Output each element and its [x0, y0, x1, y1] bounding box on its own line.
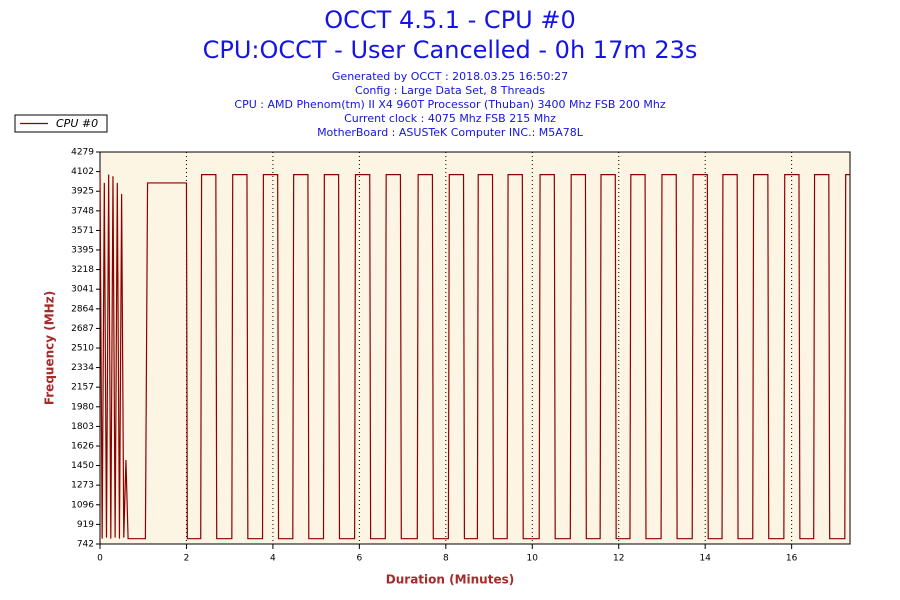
x-tick-label: 14 — [699, 554, 711, 564]
y-tick-label: 1273 — [71, 481, 94, 491]
y-tick-label: 1450 — [71, 461, 94, 471]
y-tick-label: 2334 — [71, 363, 94, 373]
x-axis-label: Duration (Minutes) — [386, 573, 514, 587]
info-line: CPU : AMD Phenom(tm) II X4 960T Processo… — [234, 98, 665, 111]
chart-subtitle: CPU:OCCT - User Cancelled - 0h 17m 23s — [203, 36, 698, 64]
y-tick-label: 1980 — [71, 402, 94, 412]
y-tick-label: 2864 — [71, 304, 94, 314]
y-tick-label: 2157 — [71, 383, 94, 393]
x-tick-label: 2 — [184, 554, 190, 564]
y-tick-label: 4102 — [71, 167, 94, 177]
legend-box — [14, 114, 108, 133]
y-tick-label: 3925 — [71, 187, 94, 197]
y-tick-label: 3571 — [71, 226, 94, 236]
x-tick-label: 6 — [356, 554, 362, 564]
y-axis-label: Frequency (MHz) — [43, 291, 57, 405]
info-line: MotherBoard : ASUSTeK Computer INC.: M5A… — [317, 126, 584, 139]
y-tick-label: 3395 — [71, 245, 94, 255]
info-line: Config : Large Data Set, 8 Threads — [355, 84, 545, 97]
data-line — [99, 171, 850, 540]
x-tick-label: 16 — [786, 554, 798, 564]
x-tick-label: 4 — [270, 554, 276, 564]
x-tick-label: 12 — [613, 554, 624, 564]
y-tick-label: 2687 — [71, 324, 94, 334]
x-tick-label: 8 — [443, 554, 449, 564]
legend-label: CPU #0 — [56, 117, 98, 130]
plot-area — [99, 151, 851, 545]
y-tick-label: 2510 — [71, 344, 94, 354]
y-tick-label: 3218 — [71, 265, 94, 275]
y-tick-label: 4279 — [71, 148, 94, 158]
y-tick-label: 3748 — [71, 206, 94, 216]
y-tick-label: 1626 — [71, 442, 94, 452]
y-tick-label: 1096 — [71, 500, 94, 510]
y-tick-label: 742 — [77, 540, 94, 550]
chart-title: OCCT 4.5.1 - CPU #0 — [324, 6, 575, 34]
y-tick-label: 1803 — [71, 422, 94, 432]
info-line: Generated by OCCT : 2018.03.25 16:50:27 — [332, 70, 568, 83]
x-tick-label: 0 — [97, 554, 103, 564]
y-tick-label: 919 — [77, 520, 94, 530]
y-tick-label: 3041 — [71, 285, 94, 295]
x-tick-label: 10 — [527, 554, 539, 564]
info-line: Current clock : 4075 Mhz FSB 215 Mhz — [344, 112, 556, 125]
